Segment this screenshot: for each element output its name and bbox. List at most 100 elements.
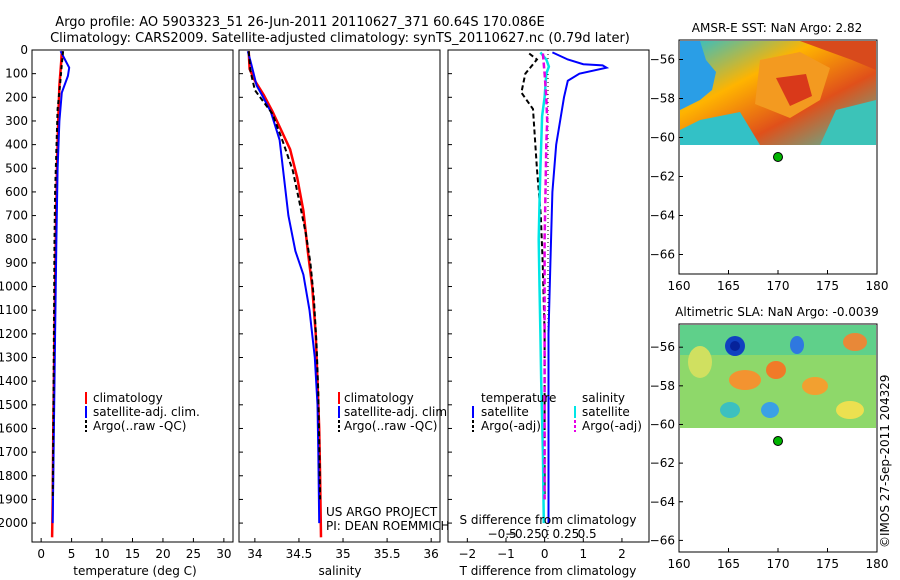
legend-label-satellite: satellite-adj. clim. xyxy=(93,405,200,419)
depth-tick-label: 1500 xyxy=(0,398,28,412)
salinity-legend: climatology satellite-adj. clim. Argo(..… xyxy=(338,391,451,433)
s-difference-axis-ticks: −0.5−0.25 0 0.250.5 xyxy=(488,527,597,541)
series-line-temperature-argo-adj- xyxy=(520,52,546,500)
s-tick-label: −0.5 xyxy=(488,527,517,541)
salinity-plot-frame xyxy=(238,49,441,543)
map-x-tick-label: 165 xyxy=(717,557,740,571)
float-position-marker xyxy=(773,152,783,162)
depth-tick-label: 100 xyxy=(5,67,28,81)
series-line-satellite-adj-clim- xyxy=(246,50,321,524)
depth-tick-label: 1100 xyxy=(0,303,28,317)
map-y-tick-label: −62 xyxy=(650,170,675,184)
temperature-axis-label: temperature (deg C) xyxy=(73,564,196,578)
salinity-panel: 34 34.5 35 35.5 36 climatology satellite-adj… xyxy=(238,49,451,578)
map-y-tick-label: −66 xyxy=(650,248,675,262)
sst-map-panel: AMSR-E SST: NaN Argo: 2.82 160 165 170 175 1… xyxy=(650,21,889,293)
legend-label-t-argo: Argo(-adj) xyxy=(481,419,541,433)
sst-map-title: AMSR-E SST: NaN Argo: 2.82 xyxy=(692,21,862,35)
series-line-salinity-argo-adj- xyxy=(541,53,549,500)
series-line-temperature-satellite xyxy=(547,51,610,524)
map-y-tick-label: −56 xyxy=(650,53,675,67)
depth-tick-label: 800 xyxy=(5,232,28,246)
s-difference-axis-label: S difference from climatology xyxy=(460,513,637,527)
x-tick-label: 5 xyxy=(68,547,76,561)
temperature-axis-ticks: 0 5 10 15 20 25 30 xyxy=(37,538,232,561)
s-tick-label: −0.25 xyxy=(505,527,542,541)
depth-tick-label: 600 xyxy=(5,185,28,199)
sst-map-ticks: 160 165 170 175 180 −56 −58 −60 −62 −64 −66 xyxy=(650,53,889,294)
sla-map-panel: Altimetric SLA: NaN Argo: -0.0039 160 165… xyxy=(650,305,889,571)
t-difference-axis-label: T difference from climatology xyxy=(459,564,637,578)
temperature-plot-frame xyxy=(31,49,234,543)
x-tick-label: 1 xyxy=(579,547,587,561)
legend-label-s-argo: Argo(-adj) xyxy=(582,419,642,433)
map-x-tick-label: 170 xyxy=(767,557,790,571)
x-tick-label: −1 xyxy=(497,547,515,561)
depth-tick-label: 500 xyxy=(5,161,28,175)
difference-profile-lines xyxy=(520,51,610,524)
legend-label-climatology: climatology xyxy=(344,391,414,405)
legend-label-argo: Argo(..raw -QC) xyxy=(344,419,437,433)
depth-tick-label: 300 xyxy=(5,114,28,128)
sla-map-title: Altimetric SLA: NaN Argo: -0.0039 xyxy=(675,305,879,319)
difference-panel: −2 −1 0 1 2 −0.5−0.25 0 0.250.5 temperature sa… xyxy=(447,49,650,578)
depth-tick-label: 1800 xyxy=(0,469,28,483)
x-tick-label: 35 xyxy=(335,547,350,561)
depth-tick-label: 0 xyxy=(20,43,28,57)
map-y-tick-label: −58 xyxy=(650,379,675,393)
map-y-tick-label: −60 xyxy=(650,131,675,145)
x-tick-label: 10 xyxy=(94,547,109,561)
legend-label-satellite: satellite-adj. clim. xyxy=(344,405,451,419)
depth-tick-label: 2000 xyxy=(0,516,28,530)
map-x-tick-label: 160 xyxy=(668,557,691,571)
imos-stamp: ©IMOS 27-Sep-2011 204329 xyxy=(878,375,892,548)
s-tick-label: 0.25 xyxy=(553,527,580,541)
depth-tick-label: 1600 xyxy=(0,421,28,435)
difference-legend: temperature satellite Argo(-adj) salinit… xyxy=(472,391,642,433)
series-line-satellite-adj-clim- xyxy=(51,50,71,524)
difference-depth-ticks xyxy=(448,49,452,524)
map-y-tick-label: −58 xyxy=(650,92,675,106)
map-x-tick-label: 175 xyxy=(816,557,839,571)
x-tick-label: 34 xyxy=(247,547,262,561)
map-y-tick-label: −60 xyxy=(650,417,675,431)
salinity-depth-ticks xyxy=(239,49,243,524)
x-tick-label: 35.5 xyxy=(374,547,401,561)
depth-tick-label: 1700 xyxy=(0,445,28,459)
legend-label-climatology: climatology xyxy=(93,391,163,405)
sst-field xyxy=(680,41,876,145)
credit-line1: US ARGO PROJECT xyxy=(326,505,438,519)
depth-tick-label: 1200 xyxy=(0,327,28,341)
legend-label-t-satellite: satellite xyxy=(481,405,529,419)
depth-tick-label: 200 xyxy=(5,90,28,104)
figure-title-line2: Climatology: CARS2009. Satellite-adjuste… xyxy=(50,31,630,46)
x-tick-label: −2 xyxy=(458,547,476,561)
map-x-tick-label: 160 xyxy=(668,279,691,293)
map-x-tick-label: 180 xyxy=(866,279,889,293)
map-x-tick-label: 165 xyxy=(717,279,740,293)
depth-tick-label: 1300 xyxy=(0,351,28,365)
s-tick-label: 0 xyxy=(541,527,549,541)
map-x-tick-label: 170 xyxy=(767,279,790,293)
map-y-tick-label: −62 xyxy=(650,456,675,470)
x-tick-label: 20 xyxy=(155,547,170,561)
legend-label-argo: Argo(..raw -QC) xyxy=(93,419,186,433)
sla-field xyxy=(680,325,876,428)
sla-map-ticks: 160 165 170 175 180 −56 −58 −60 −62 −64 −66 xyxy=(650,340,889,571)
map-x-tick-label: 180 xyxy=(866,557,889,571)
legend-salinity-header: salinity xyxy=(582,391,625,405)
x-tick-label: 30 xyxy=(216,547,231,561)
x-tick-label: 36 xyxy=(424,547,439,561)
map-y-tick-label: −64 xyxy=(650,495,675,509)
temperature-profile-lines xyxy=(50,50,71,538)
legend-label-s-satellite: satellite xyxy=(582,405,630,419)
salinity-axis-label: salinity xyxy=(318,564,361,578)
series-line-salinity-satellite xyxy=(537,51,551,524)
depth-axis-ticks: 0 100 200 300 400 500 600 700 800 900 1000 1100 1200… xyxy=(0,43,36,530)
t-difference-axis-ticks: −2 −1 0 1 2 xyxy=(458,538,626,561)
temperature-legend: climatology satellite-adj. clim. Argo(..… xyxy=(85,391,200,433)
x-tick-label: 34.5 xyxy=(286,547,313,561)
x-tick-label: 25 xyxy=(186,547,201,561)
map-y-tick-label: −56 xyxy=(650,340,675,354)
